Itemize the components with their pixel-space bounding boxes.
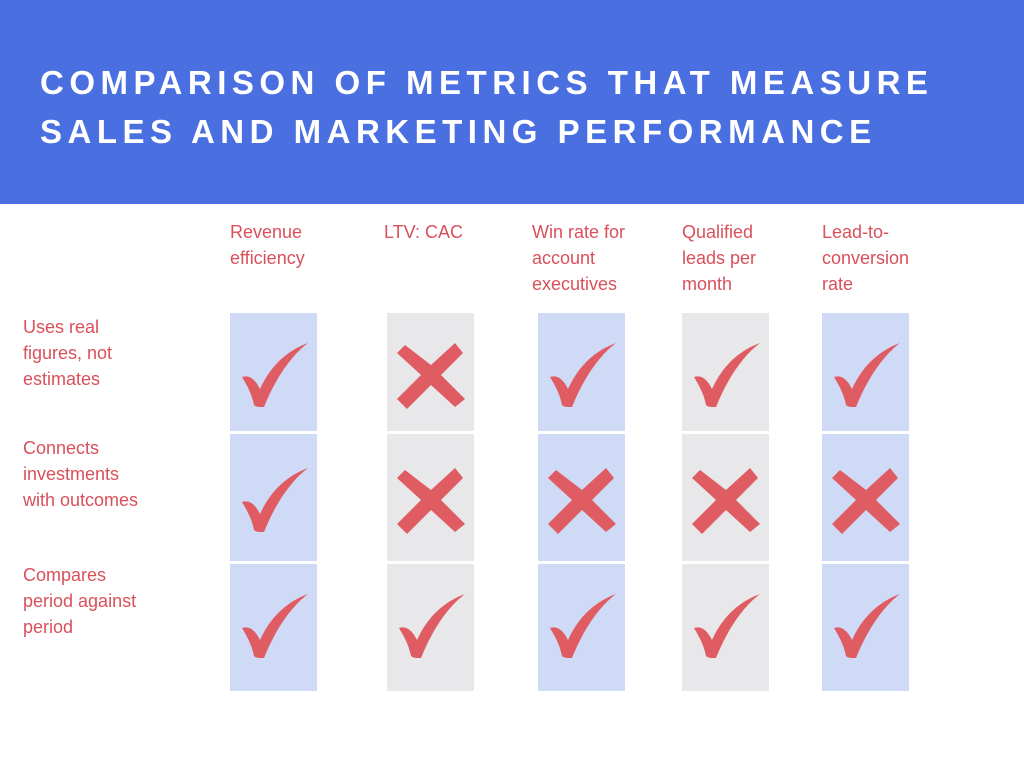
check-mark-icon [688, 337, 764, 413]
check-mark-icon [236, 462, 312, 538]
row-label-3: Compares period against period [23, 565, 137, 637]
check-mark-icon [828, 337, 904, 413]
column-header-2: LTV: CAC [384, 222, 464, 242]
cross-mark-icon [828, 462, 904, 538]
check-mark-icon [236, 588, 312, 664]
title-banner: COMPARISON OF METRICS THAT MEASURE SALES… [0, 0, 1024, 204]
cross-mark-icon [544, 462, 620, 538]
row-label-1: Uses real figures, not estimates [23, 317, 113, 389]
title-line-1: COMPARISON OF METRICS THAT MEASURE [40, 64, 934, 101]
cross-mark-icon [688, 462, 764, 538]
check-mark-icon [688, 588, 764, 664]
check-mark-icon [393, 588, 469, 664]
check-mark-icon [544, 337, 620, 413]
column-header-4: Qualified leads per month [682, 222, 757, 294]
column-header-3: Win rate for account executives [532, 222, 626, 294]
row-label-2: Connects investments with outcomes [23, 438, 139, 510]
title-line-2: SALES AND MARKETING PERFORMANCE [40, 113, 877, 150]
cross-mark-icon [393, 337, 469, 413]
page-title: COMPARISON OF METRICS THAT MEASURE SALES… [40, 58, 933, 156]
check-mark-icon [544, 588, 620, 664]
check-mark-icon [828, 588, 904, 664]
check-mark-icon [236, 337, 312, 413]
cross-mark-icon [393, 462, 469, 538]
row-divider-1 [228, 431, 918, 434]
row-divider-2 [228, 561, 918, 564]
column-header-5: Lead-to- conversion rate [822, 222, 910, 294]
column-header-1: Revenue efficiency [230, 222, 305, 268]
